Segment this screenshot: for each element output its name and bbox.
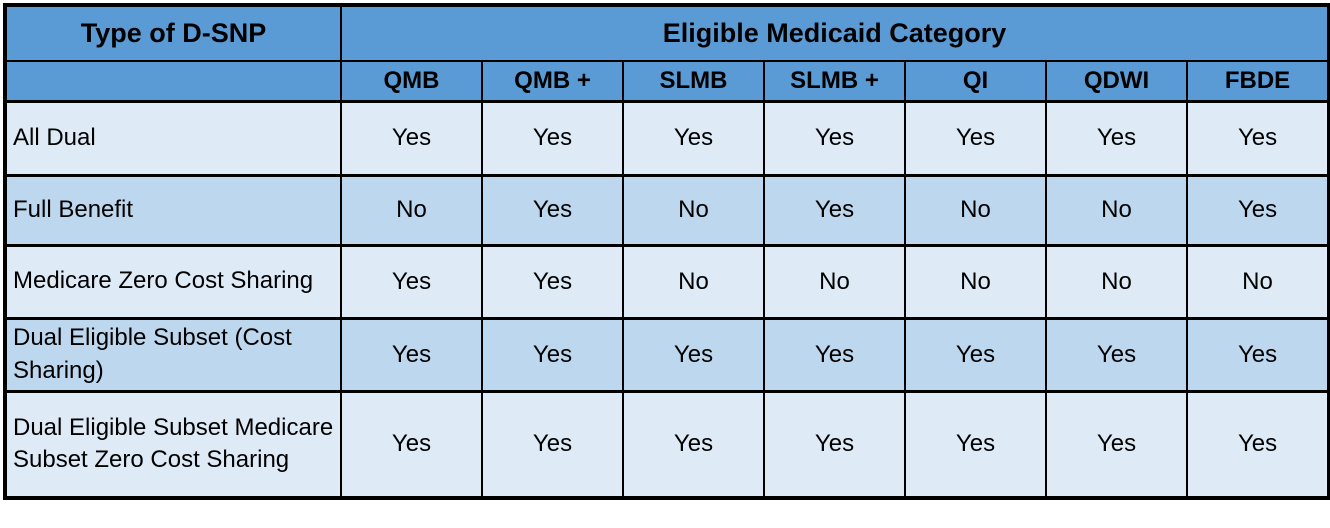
table-row-dual-eligible-subset-medicare-zero-cost-sharing: Dual Eligible Subset Medicare Subset Zer… (4, 389, 1330, 500)
cell-value: No (904, 173, 1047, 247)
cell-value: Yes (340, 99, 483, 177)
cell-value: Yes (1185, 316, 1330, 393)
dsnp-eligibility-table: Type of D-SNP Eligible Medicaid Category… (3, 3, 1330, 500)
cell-value: Yes (904, 316, 1047, 393)
cell-value: Yes (481, 243, 624, 320)
cell-value: Yes (1045, 389, 1188, 500)
cell-value: Yes (763, 316, 906, 393)
group-header-cell: Eligible Medicaid Category (339, 4, 1330, 62)
cell-value: Yes (763, 173, 906, 247)
column-header-qdwi: QDWI (1045, 60, 1188, 102)
cell-value: Yes (340, 316, 483, 393)
cell-value: No (1045, 243, 1188, 320)
table-row-full-benefit: Full Benefit No Yes No Yes No No Yes (4, 173, 1330, 247)
cell-value: No (622, 173, 765, 247)
row-label: Medicare Zero Cost Sharing (4, 243, 342, 320)
empty-corner-cell (4, 60, 342, 102)
cell-value: Yes (1045, 99, 1188, 177)
header-row-categories: QMB QMB + SLMB SLMB + QI QDWI FBDE (4, 60, 1330, 102)
cell-value: Yes (622, 99, 765, 177)
header-row-top: Type of D-SNP Eligible Medicaid Category (4, 4, 1330, 62)
corner-header-cell: Type of D-SNP (4, 4, 342, 62)
cell-value: Yes (1185, 173, 1330, 247)
row-label: Full Benefit (4, 173, 342, 247)
row-label: Dual Eligible Subset Medicare Subset Zer… (4, 389, 342, 500)
cell-value: Yes (622, 389, 765, 500)
cell-value: Yes (763, 99, 906, 177)
cell-value: Yes (481, 389, 624, 500)
table-row-dual-eligible-subset-cost-sharing: Dual Eligible Subset (Cost Sharing) Yes … (4, 316, 1330, 393)
cell-value: No (904, 243, 1047, 320)
cell-value: Yes (1185, 99, 1330, 177)
column-header-qi: QI (904, 60, 1047, 102)
cell-value: Yes (340, 389, 483, 500)
cell-value: Yes (763, 389, 906, 500)
cell-value: Yes (481, 316, 624, 393)
column-header-qmb-plus: QMB + (481, 60, 624, 102)
cell-value: Yes (1045, 316, 1188, 393)
cell-value: Yes (622, 316, 765, 393)
cell-value: No (763, 243, 906, 320)
cell-value: Yes (904, 99, 1047, 177)
column-header-qmb: QMB (340, 60, 483, 102)
cell-value: Yes (1185, 389, 1330, 500)
column-header-slmb: SLMB (622, 60, 765, 102)
row-label: All Dual (4, 99, 342, 177)
column-header-slmb-plus: SLMB + (763, 60, 906, 102)
cell-value: Yes (340, 243, 483, 320)
cell-value: Yes (904, 389, 1047, 500)
cell-value: No (1045, 173, 1188, 247)
row-label: Dual Eligible Subset (Cost Sharing) (4, 316, 342, 393)
cell-value: Yes (481, 99, 624, 177)
cell-value: No (622, 243, 765, 320)
cell-value: No (340, 173, 483, 247)
cell-value: No (1185, 243, 1330, 320)
cell-value: Yes (481, 173, 624, 247)
table-row-all-dual: All Dual Yes Yes Yes Yes Yes Yes Yes (4, 99, 1330, 177)
table-row-medicare-zero-cost-sharing: Medicare Zero Cost Sharing Yes Yes No No… (4, 243, 1330, 320)
column-header-fbde: FBDE (1185, 60, 1330, 102)
